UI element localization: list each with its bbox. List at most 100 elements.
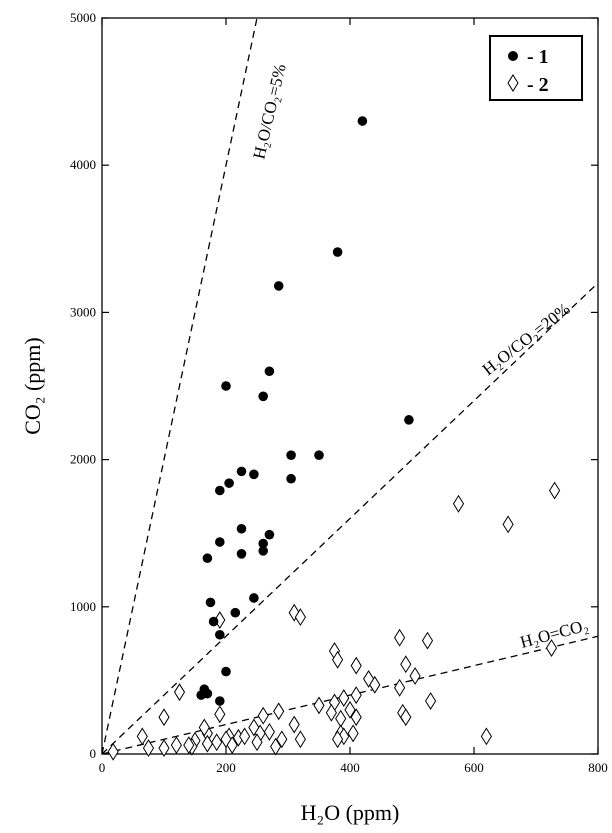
data-point-series-2 [332,730,344,749]
data-point-series-1 [215,696,225,706]
data-point-series-1 [258,538,269,549]
data-point-series-1 [208,616,219,627]
reference-lines [102,18,598,754]
data-point-series-2 [549,481,561,500]
data-point-series-2 [142,739,155,758]
axis-tick-labels: 0 200 400 600 800 0 1000 2000 3000 4000 5000 [70,10,608,775]
x-axis-title: H₂O (ppm) [301,800,400,825]
data-point-series-2 [211,733,223,752]
data-point-series-1 [264,366,275,377]
data-point-series-1 [332,247,343,257]
data-point-series-2 [394,628,406,647]
data-point-series-2 [107,742,119,761]
data-point-series-2 [136,727,148,746]
reference-line-0 [102,18,258,754]
data-point-series-1 [286,473,296,484]
data-point-series-1 [221,381,231,391]
y-tick-label: 0 [90,746,97,761]
data-point-series-1 [258,546,269,556]
data-point-series-2 [214,705,226,724]
data-point-series-1 [273,281,284,291]
x-tick-label: 0 [99,760,106,775]
data-point-series-2 [294,730,306,749]
y-tick-label: 1000 [70,599,96,614]
data-point-series-2 [173,683,186,702]
data-point-series-2 [239,727,251,746]
data-point-series-2 [347,724,359,743]
data-point-series-2 [170,736,182,755]
data-point-series-2 [201,734,213,753]
data-point-series-1 [236,523,247,534]
data-point-series-2 [545,639,558,657]
data-point-series-2 [369,675,381,694]
data-point-series-1 [264,529,275,540]
data-point-series-2 [325,703,337,722]
data-point-series-1 [249,593,259,603]
reference-line-label-5pct: H₂O/CO₂=5% [249,62,289,161]
data-point-series-2 [313,696,325,715]
reference-line-1 [102,282,598,754]
data-point-series-2 [251,733,263,752]
x-tick-label: 600 [464,760,484,775]
data-point-series-2 [338,689,350,708]
data-point-series-1 [202,553,213,564]
data-point-series-2 [263,722,275,741]
data-point-series-2 [400,655,412,674]
y-tick-label: 5000 [70,10,96,25]
data-point-series-2 [294,608,306,627]
data-point-series-2 [452,494,465,513]
data-markers [107,116,561,761]
data-point-series-2 [158,708,170,727]
data-point-series-2 [400,708,412,727]
data-point-series-2 [158,739,170,758]
legend-label-series-2: - 2 [527,74,549,96]
data-point-series-1 [357,116,368,126]
data-point-series-2 [273,702,285,721]
legend-box [489,35,583,101]
data-point-series-1 [196,690,206,700]
data-point-series-2 [332,650,344,669]
data-point-series-1 [221,666,231,677]
data-point-series-1 [236,466,247,477]
x-tick-label: 400 [340,760,360,775]
data-point-series-2 [480,727,492,746]
x-tick-label: 200 [216,760,236,775]
data-point-series-1 [404,415,414,425]
data-point-series-1 [230,607,241,618]
data-point-series-2 [288,715,300,734]
y-axis-title: CO₂ (ppm) [20,337,45,435]
y-tick-label: 2000 [70,452,96,467]
x-tick-label: 800 [588,760,608,775]
data-point-series-1 [258,391,269,402]
data-point-series-2 [276,730,288,749]
data-point-series-1 [215,485,225,496]
data-point-series-2 [270,737,282,756]
data-point-series-1 [314,450,324,460]
data-point-series-2 [257,706,269,725]
data-point-series-1 [215,537,225,547]
reference-line-label-20pct: H₂O/CO₂=20% [479,299,574,379]
data-point-series-1 [249,469,259,480]
data-point-series-2 [335,709,347,728]
data-point-series-2 [350,656,362,675]
data-point-series-2 [350,708,362,727]
legend-marker-series-1 [508,51,518,61]
data-point-series-2 [198,718,210,737]
data-point-series-2 [502,515,514,534]
legend: - 1 - 2 [489,35,583,101]
data-point-series-1 [286,450,296,460]
legend-label-series-1: - 1 [527,46,549,68]
data-point-series-2 [394,678,406,697]
data-point-series-1 [236,549,247,559]
data-point-series-2 [350,686,362,705]
data-point-series-1 [205,597,216,608]
y-tick-label: 3000 [70,304,96,319]
data-point-series-2 [183,736,195,755]
data-point-series-2 [226,736,238,755]
y-tick-label: 4000 [70,157,96,172]
data-point-series-2 [421,631,434,650]
axis-ticks [101,17,599,755]
data-point-series-2 [409,667,421,685]
data-point-series-1 [215,629,225,640]
